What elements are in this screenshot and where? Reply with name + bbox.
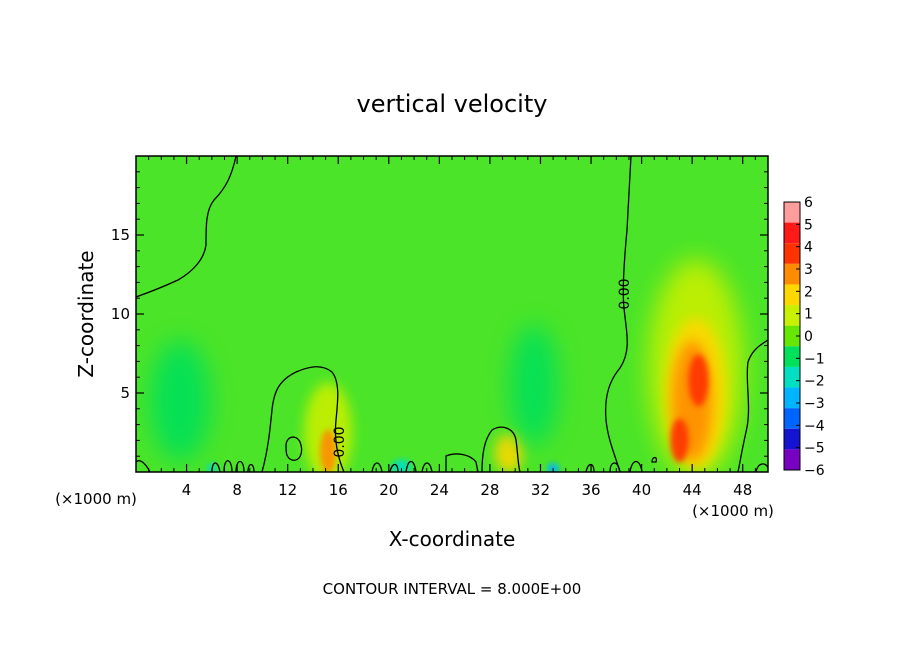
x-tick-label: 8 [232,481,242,499]
x-tick-label: 36 [581,481,600,499]
x-tick-label: 32 [531,481,550,499]
x-tick-label: 44 [683,481,702,499]
colorbar-segment [784,346,800,367]
colorbar-label: 0 [804,329,813,345]
field-blob [150,340,211,461]
contour-zero-upper-left [136,156,237,298]
field-blob [391,459,412,472]
field-blob [547,462,560,472]
colorbar-label: 2 [804,284,813,300]
x-tick-label: 40 [632,481,651,499]
y-axis-label: Z-coordinate [74,250,98,377]
contour-zero-closed-small [285,436,303,461]
field-blob [320,429,337,472]
colorbar-segment [784,202,800,223]
contour-lines [136,156,768,472]
colorbar-segment [784,243,800,264]
colorbar-label: 3 [804,262,813,278]
colorbar-segment [784,284,800,306]
colorbar-label: −4 [804,418,825,434]
chart-title: vertical velocity [357,90,548,118]
contour-label-left: 0.00 [332,426,348,457]
y-tick-label: 15 [111,226,130,244]
y-axis: 5 10 15 [111,171,768,457]
plot-area [136,156,768,472]
x-unit-right: (×1000 m) [692,502,774,520]
field-blobs [150,259,744,472]
x-tick-label: 28 [480,481,499,499]
x-tick-label: 20 [379,481,398,499]
colorbar: 6 5 4 3 2 1 0 −1 −2 −3 −4 −5 −6 [783,195,825,479]
colorbar-label: 1 [804,307,813,323]
contour-zero-left-bump [261,366,345,472]
colorbar-segment [784,449,800,470]
contour-interval-note: CONTOUR INTERVAL = 8.000E+00 [323,580,582,598]
contour-zero-right-edge [737,339,768,472]
colorbar-label: 4 [804,240,813,256]
field-blob [510,325,559,446]
colorbar-segment [784,366,800,388]
colorbar-segment [784,222,800,244]
field-blob [304,382,353,472]
x-tick-label: 4 [182,481,192,499]
contour-label-right: 0.00 [617,278,633,309]
x-unit-left: (×1000 m) [55,490,137,508]
colorbar-segment [784,305,800,326]
colorbar-label: −1 [804,351,825,367]
colorbar-label: −3 [804,396,825,412]
x-tick-label: 12 [278,481,297,499]
contour-zero-right-column [604,156,632,472]
colorbar-label: 6 [804,195,813,211]
x-axis: 4 8 12 16 20 24 28 32 36 40 44 48 [148,156,756,499]
colorbar-label: −5 [804,441,825,457]
contour-zero-mid-bump [481,426,521,472]
x-tick-label: 24 [430,481,449,499]
x-tick-label: 48 [733,481,752,499]
field-blob [670,418,689,463]
colorbar-segment [784,263,800,285]
colorbar-label: −6 [804,463,825,479]
colorbar-segment [784,408,800,429]
colorbar-segment [784,428,800,450]
y-tick-label: 5 [120,384,130,402]
colorbar-segment [784,387,800,409]
x-tick-label: 16 [329,481,348,499]
colorbar-segment [784,325,800,347]
x-axis-label: X-coordinate [389,527,516,551]
colorbar-label: −2 [804,374,825,390]
field-blob [688,354,709,407]
colorbar-label: 5 [804,217,813,233]
y-tick-label: 10 [111,305,130,323]
